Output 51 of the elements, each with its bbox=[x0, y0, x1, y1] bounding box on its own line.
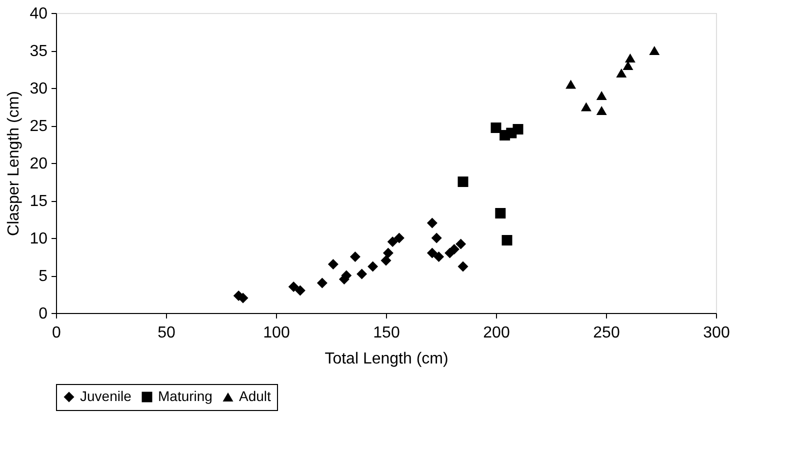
point bbox=[387, 236, 398, 247]
y-tick-label: 15 bbox=[30, 193, 48, 210]
point bbox=[380, 255, 392, 266]
point bbox=[426, 248, 438, 258]
point bbox=[512, 124, 524, 134]
point bbox=[490, 122, 502, 133]
y-tick-label: 35 bbox=[30, 43, 48, 60]
point bbox=[649, 46, 660, 56]
point bbox=[458, 261, 468, 272]
point bbox=[566, 80, 576, 89]
y-tick-label: 10 bbox=[30, 230, 48, 248]
legend-label: Juvenile bbox=[80, 388, 132, 404]
y-tick-label: 20 bbox=[30, 156, 48, 172]
point bbox=[624, 53, 636, 63]
legend-label: Adult bbox=[239, 388, 272, 404]
point bbox=[458, 176, 468, 187]
x-axis-title: Total Length (cm) bbox=[324, 350, 448, 368]
y-tick-label: 40 bbox=[30, 6, 48, 22]
x-tick-label: 100 bbox=[263, 324, 290, 342]
x-tick-label: 50 bbox=[158, 324, 176, 342]
point bbox=[495, 208, 506, 218]
point bbox=[596, 106, 607, 116]
point bbox=[426, 218, 438, 228]
y-tick-label: 30 bbox=[30, 80, 48, 98]
point bbox=[394, 232, 404, 244]
x-tick-label: 250 bbox=[593, 324, 620, 342]
point bbox=[502, 235, 512, 246]
point bbox=[616, 68, 627, 78]
legend-label: Maturing bbox=[158, 388, 212, 404]
point bbox=[350, 252, 360, 262]
point bbox=[580, 102, 592, 112]
point bbox=[448, 244, 460, 254]
point bbox=[288, 282, 299, 292]
point bbox=[356, 268, 368, 280]
y-tick-label: 5 bbox=[38, 268, 48, 285]
y-tick-label: 0 bbox=[38, 306, 48, 322]
point bbox=[316, 278, 328, 288]
x-tick-label: 150 bbox=[373, 324, 400, 342]
point bbox=[382, 248, 394, 258]
x-tick-label: 200 bbox=[483, 324, 510, 342]
y-tick-label: 25 bbox=[30, 118, 48, 135]
point bbox=[434, 252, 444, 262]
y-axis-title: Clasper Length (cm) bbox=[6, 91, 23, 236]
x-tick-label: 300 bbox=[703, 324, 730, 342]
point bbox=[328, 259, 338, 270]
point bbox=[596, 90, 607, 100]
point bbox=[456, 238, 466, 250]
point bbox=[368, 261, 378, 272]
point bbox=[431, 232, 442, 244]
x-tick-label: 0 bbox=[52, 324, 62, 342]
point bbox=[294, 285, 306, 296]
